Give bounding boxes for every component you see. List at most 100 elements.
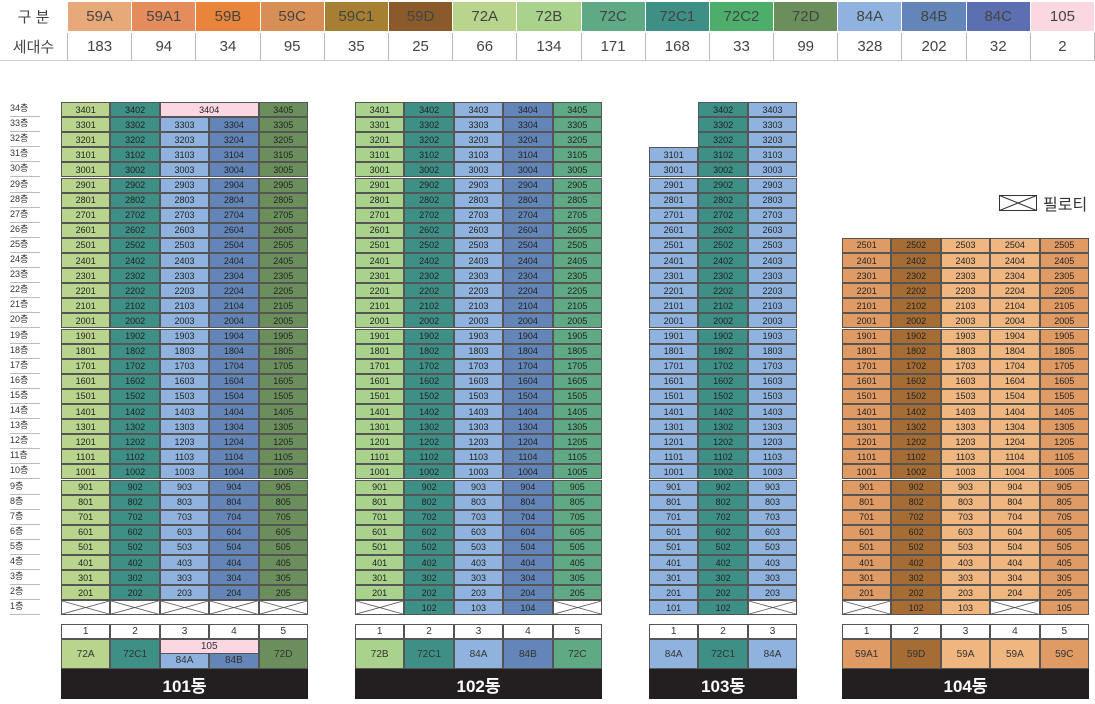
unit-cell: 2802 [404,192,454,208]
unit-cell: 2301 [355,268,405,284]
unit-cell: 3401 [355,102,405,118]
legend-type-cell: 84B [902,2,967,31]
unit-cell: 2102 [891,298,941,314]
unit-cell: 1803 [453,343,504,359]
legend-count-cell: 2 [1031,33,1095,60]
unit-cell: 2205 [258,283,308,299]
unit-cell: 3101 [649,147,699,163]
unit-cell: 1203 [159,434,210,450]
floor-label: 25층 [10,238,40,253]
unit-cell: 2601 [649,222,699,238]
unit-cell: 405 [258,555,308,571]
unit-cell: 2803 [747,192,798,208]
unit-cell: 2904 [503,177,553,193]
piloti-icon [999,195,1037,211]
unit-cell: 1601 [355,373,405,389]
unit-cell: 603 [159,524,210,540]
piloti-legend: 필로티 [999,191,1087,215]
line-number: 3 [747,624,798,639]
unit-cell: 3101 [61,147,111,163]
legend-type-cell: 72B [517,2,582,31]
legend-count-cell: 35 [325,33,389,60]
unit-cell: 2604 [209,222,259,238]
unit-cell: 2002 [404,313,454,329]
unit-cell: 2203 [453,283,504,299]
unit-cell: 402 [891,555,941,571]
unit-cell: 1605 [258,373,308,389]
unit-cell: 3005 [258,162,308,178]
unit-cell: 1101 [842,449,892,465]
legend-type-cell: 59D [388,2,454,31]
unit-cell: 801 [649,494,699,510]
unit-cell: 1803 [747,343,798,359]
unit-cell: 303 [747,570,798,586]
unit-cell: 1203 [453,434,504,450]
unit-cell: 2303 [747,268,798,284]
legend-type-cell: 72C1 [645,2,710,31]
unit-cell: 2105 [552,298,602,314]
unit-cell: 1505 [1039,388,1089,404]
line-number: 5 [1039,624,1089,639]
legend-count-cell: 183 [68,33,133,60]
unit-cell: 2401 [61,253,111,269]
unit-cell: 1405 [1039,404,1089,420]
unit-cell: 1204 [990,434,1040,450]
unit-cell: 1603 [747,373,798,389]
unit-cell: 3004 [209,162,259,178]
unit-cell: 2704 [503,207,553,223]
unit-cell: 902 [110,479,160,495]
unit-cell: 903 [940,479,991,495]
unit-cell: 401 [61,555,111,571]
line-number: 2 [110,624,160,639]
line-type: 72D [258,639,308,669]
unit-cell: 204 [209,585,259,601]
unit-cell: 1103 [159,449,210,465]
unit-cell: 1605 [552,373,602,389]
unit-cell: 404 [990,555,1040,571]
unit-cell: 803 [940,494,991,510]
unit-cell: 2802 [698,192,748,208]
unit-cell: 1505 [258,388,308,404]
unit-cell: 1503 [940,388,991,404]
unit-cell: 903 [159,479,210,495]
unit-cell: 403 [747,555,798,571]
floor-label: 5층 [10,540,40,555]
line-type: 72C1 [404,639,454,669]
unit-cell: 2402 [698,253,748,269]
unit-cell: 804 [503,494,553,510]
unit-cell: 302 [698,570,748,586]
unit-cell: 203 [453,585,504,601]
unit-cell: 1804 [503,343,553,359]
unit-cell: 3102 [698,147,748,163]
unit-cell: 305 [258,570,308,586]
unit-cell: 2003 [747,313,798,329]
unit-cell: 3305 [258,117,308,133]
floor-label: 9층 [10,480,40,495]
unit-cell: 3001 [61,162,111,178]
unit-cell: 102 [698,600,748,616]
unit-cell: 603 [453,524,504,540]
unit-cell: 1403 [453,404,504,420]
unit-cell: 1502 [110,388,160,404]
unit-cell: 2502 [891,237,941,253]
unit-cell: 3405 [258,102,308,118]
unit-cell: 3205 [258,132,308,148]
piloti-cell [159,600,210,616]
piloti-cell [209,600,259,616]
piloti-cell [552,600,602,616]
unit-cell: 504 [209,539,259,555]
unit-cell: 603 [940,524,991,540]
line-number: 1 [842,624,892,639]
unit-cell: 2202 [110,283,160,299]
legend-type-cell: 72A [453,2,518,31]
unit-cell: 2104 [990,298,1040,314]
unit-cell: 1502 [891,388,941,404]
unit-cell: 2604 [503,222,553,238]
unit-cell: 1702 [698,358,748,374]
unit-cell: 401 [355,555,405,571]
unit-cell: 3002 [110,162,160,178]
unit-cell: 1302 [698,419,748,435]
unit-cell: 2901 [649,177,699,193]
unit-cell: 3203 [747,132,798,148]
unit-cell: 1204 [503,434,553,450]
